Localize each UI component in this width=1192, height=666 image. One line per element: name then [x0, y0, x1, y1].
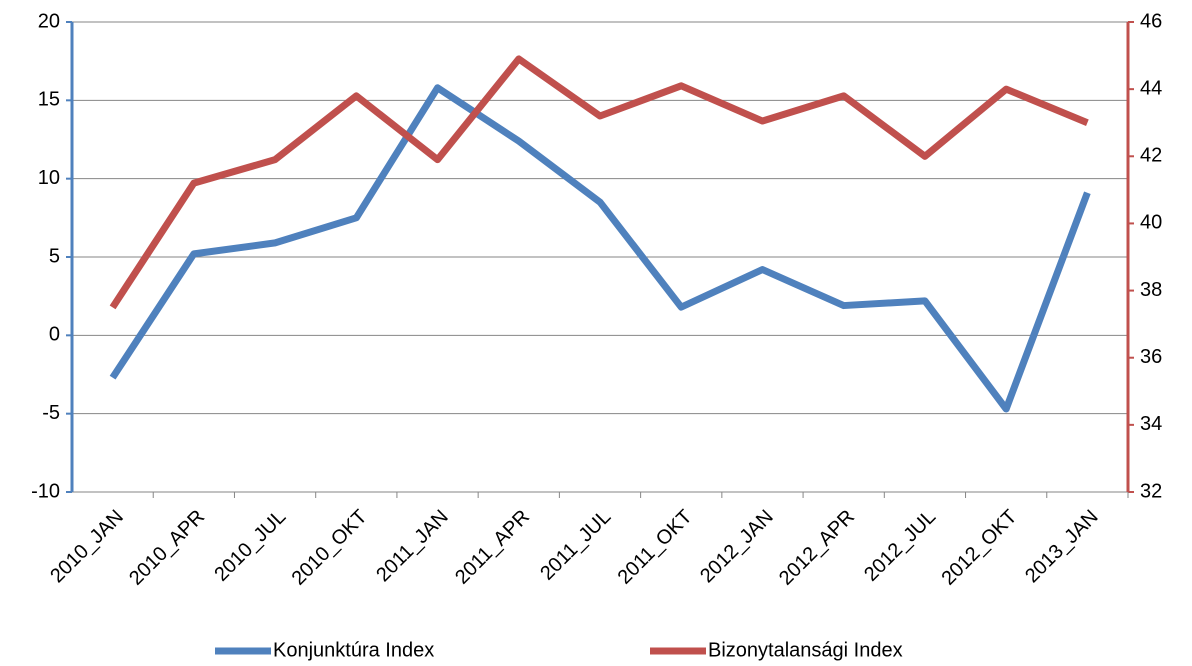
- y2-tick-label: 36: [1140, 346, 1162, 368]
- x-tick-label: 2010_JAN: [46, 506, 128, 588]
- x-tick-label: 2012_JUL: [860, 506, 940, 586]
- y2-tick-label: 34: [1140, 413, 1162, 435]
- x-tick-label: 2012_OKT: [937, 506, 1021, 590]
- y2-tick-label: 32: [1140, 480, 1162, 502]
- y-tick-label: 10: [38, 167, 60, 189]
- series-line: [109, 55, 1089, 310]
- y-tick-label: 20: [38, 10, 60, 32]
- y-tick-label: -5: [42, 402, 60, 424]
- y2-tick-label: 42: [1140, 145, 1162, 167]
- x-tick-label: 2012_JAN: [696, 506, 778, 588]
- x-tick-label: 2011_JUL: [536, 506, 615, 585]
- legend-label: Bizonytalansági Index: [708, 639, 903, 661]
- x-tick-label: 2010_JUL: [210, 506, 290, 586]
- y-tick-label: 5: [49, 245, 60, 267]
- series-line: [109, 84, 1091, 413]
- y2-tick-label: 40: [1140, 212, 1162, 234]
- x-tick-label: 2013_JAN: [1021, 506, 1103, 588]
- x-tick-label: 2010_OKT: [288, 506, 372, 590]
- y2-tick-label: 38: [1140, 279, 1162, 301]
- x-tick-label: 2012_APR: [775, 506, 859, 590]
- x-tick-label: 2011_APR: [451, 506, 534, 589]
- x-tick-label: 2011_OKT: [614, 506, 697, 589]
- y2-tick-label: 44: [1140, 77, 1162, 99]
- y-tick-label: 0: [49, 324, 60, 346]
- legend-label: Konjunktúra Index: [273, 639, 434, 661]
- y2-tick-label: 46: [1140, 10, 1162, 32]
- x-tick-label: 2010_APR: [125, 506, 209, 590]
- y-tick-label: 15: [38, 89, 60, 111]
- x-tick-label: 2011_JAN: [372, 506, 453, 587]
- y-tick-label: -10: [31, 480, 60, 502]
